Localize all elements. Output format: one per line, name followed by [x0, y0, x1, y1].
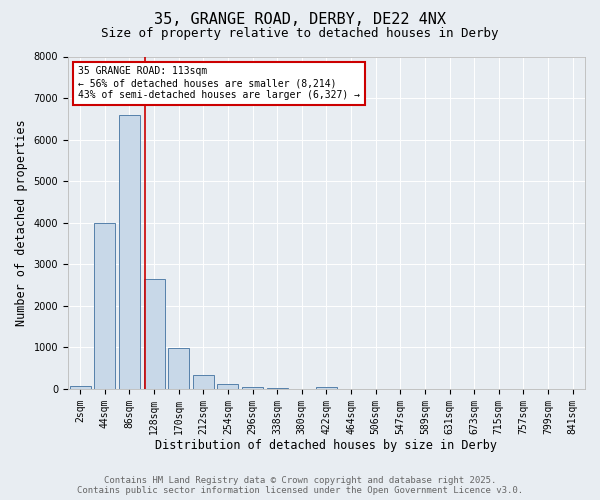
Bar	[217, 384, 238, 389]
Bar	[316, 386, 337, 389]
Y-axis label: Number of detached properties: Number of detached properties	[15, 120, 28, 326]
Text: 35 GRANGE ROAD: 113sqm
← 56% of detached houses are smaller (8,214)
43% of semi-: 35 GRANGE ROAD: 113sqm ← 56% of detached…	[78, 66, 360, 100]
Bar	[119, 114, 140, 389]
X-axis label: Distribution of detached houses by size in Derby: Distribution of detached houses by size …	[155, 440, 497, 452]
Bar	[193, 375, 214, 389]
Text: Contains HM Land Registry data © Crown copyright and database right 2025.
Contai: Contains HM Land Registry data © Crown c…	[77, 476, 523, 495]
Bar	[143, 279, 164, 389]
Bar	[267, 388, 287, 389]
Text: 35, GRANGE ROAD, DERBY, DE22 4NX: 35, GRANGE ROAD, DERBY, DE22 4NX	[154, 12, 446, 28]
Bar	[242, 386, 263, 389]
Text: Size of property relative to detached houses in Derby: Size of property relative to detached ho…	[101, 28, 499, 40]
Bar	[168, 348, 189, 389]
Bar	[70, 386, 91, 389]
Bar	[94, 222, 115, 389]
